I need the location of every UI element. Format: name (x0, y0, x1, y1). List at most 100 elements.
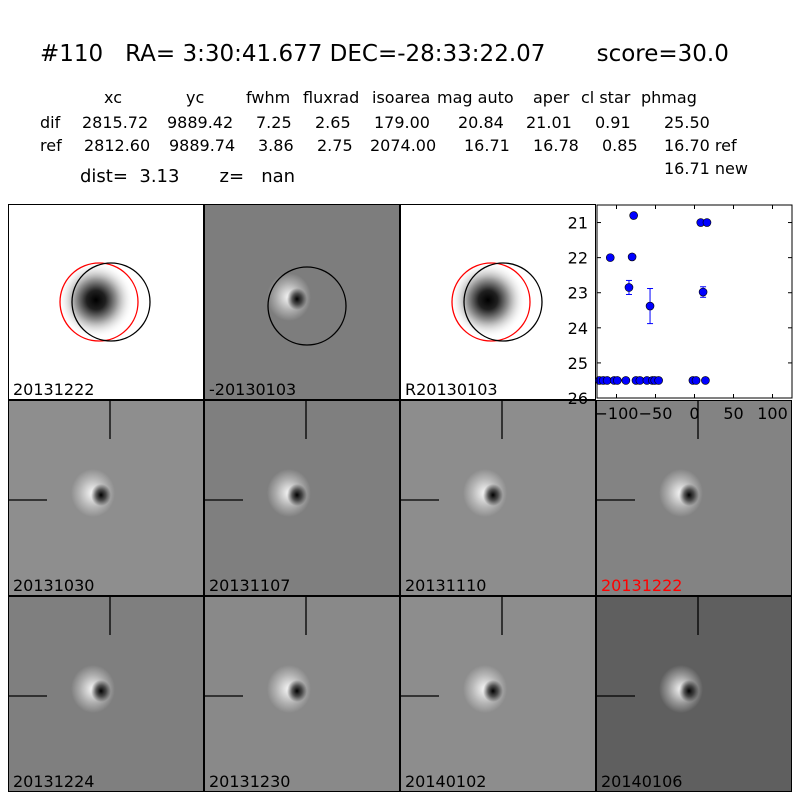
cell-cl-star: 0.91 (595, 113, 631, 132)
cell-phmag: 25.50 (664, 113, 710, 132)
data-point (612, 376, 622, 385)
dipole-negative (287, 680, 307, 702)
panel-image (450, 262, 543, 342)
dipole-negative (679, 484, 699, 506)
panel-image (267, 266, 347, 346)
cell-yc: 9889.42 (167, 113, 234, 132)
cell-fwhm: 7.25 (256, 113, 292, 132)
data-point (642, 376, 652, 385)
image-panel: 20140102 (400, 596, 596, 792)
panel-date-label: 20140106 (601, 772, 683, 791)
col-header-fwhm: fwhm (246, 88, 291, 107)
dipole-negative (91, 484, 111, 506)
cell-cl-star: 0.85 (602, 136, 638, 155)
cell-mag-auto: 20.84 (458, 113, 504, 132)
cell-isoarea: 2074.00 (370, 136, 437, 155)
col-header-aper: aper (533, 88, 570, 107)
dipole-negative (287, 484, 307, 506)
col-header-xc: xc (104, 88, 122, 107)
panel-date-label: -20130103 (209, 380, 297, 399)
data-point (595, 376, 604, 385)
page-title: #110 RA= 3:30:41.677 DEC=-28:33:22.07 sc… (40, 41, 729, 67)
cell-xc: 2815.72 (82, 113, 149, 132)
row-label: dif (40, 113, 61, 132)
image-panel: -20130103 (204, 204, 400, 400)
data-point (627, 252, 637, 262)
cell-xc: 2812.60 (84, 136, 151, 155)
data-point (609, 376, 619, 385)
data-point (629, 211, 638, 220)
phmag-new: 16.71 new (664, 159, 748, 178)
data-point (688, 376, 698, 385)
panel-image (205, 401, 311, 517)
data-point (701, 376, 710, 385)
col-header-fluxrad: fluxrad (303, 88, 360, 107)
star-image (450, 262, 526, 338)
data-point (631, 376, 641, 385)
panel-date-label: 20131224 (13, 772, 95, 791)
dipole-negative (287, 288, 307, 310)
data-point (648, 376, 657, 385)
cell-fluxrad: 2.65 (315, 113, 351, 132)
image-panel: 20131110 (400, 400, 596, 596)
col-header-yc: yc (186, 88, 205, 107)
image-panel: R20130103 (400, 204, 596, 400)
cell-mag-auto: 16.71 (464, 136, 510, 155)
panel-date-label: 20131230 (209, 772, 291, 791)
image-panel: 20131224 (8, 596, 204, 792)
panel-date-label: 20131030 (13, 576, 95, 595)
panel-image (205, 597, 311, 713)
panel-image (9, 597, 115, 713)
col-header-phmag: phmag (641, 88, 697, 107)
image-panel: 20131107 (204, 400, 400, 596)
row-label: ref (40, 136, 62, 155)
panel-image (9, 401, 115, 517)
data-point (624, 283, 634, 292)
col-header-isoarea: isoarea (372, 88, 431, 107)
panel-image (597, 401, 703, 517)
dist-z-line: dist= 3.13 z= nan (80, 166, 296, 187)
black-circle (267, 266, 347, 346)
data-point (702, 218, 712, 227)
image-panel: 20131030 (8, 400, 204, 596)
panel-date-label: 20131107 (209, 576, 291, 595)
col-header-mag-auto: mag auto (437, 88, 514, 107)
panel-date-label: 20131110 (405, 576, 487, 595)
cell-phmag: 16.70 ref (664, 136, 737, 155)
panel-image (401, 597, 507, 713)
panel-date-label: 20140102 (405, 772, 487, 791)
black-circle (71, 262, 151, 342)
data-point (598, 376, 608, 385)
panel-image (401, 401, 507, 517)
red-circle (59, 262, 139, 342)
image-panel: 20140106 (596, 596, 792, 792)
cell-yc: 9889.74 (169, 136, 236, 155)
plot-area (597, 205, 792, 398)
data-point (621, 376, 631, 385)
data-point (691, 376, 701, 385)
star-image (58, 262, 134, 338)
data-point (650, 376, 660, 385)
data-point (602, 376, 612, 385)
cell-aper: 16.78 (533, 136, 579, 155)
red-circle (451, 262, 531, 342)
data-point (696, 218, 706, 227)
panel-date-label: 20131222 (601, 576, 683, 595)
panel-image (597, 597, 703, 713)
data-point (698, 287, 708, 297)
image-panel: 20131222 (8, 204, 204, 400)
cell-fwhm: 3.86 (258, 136, 294, 155)
panel-date-label: 20131222 (13, 380, 95, 399)
dipole-negative (679, 680, 699, 702)
dipole-negative (483, 484, 503, 506)
dipole-negative (483, 680, 503, 702)
plot-frame (596, 204, 793, 399)
dipole-negative (91, 680, 111, 702)
cell-fluxrad: 2.75 (317, 136, 353, 155)
black-circle (463, 262, 543, 342)
panel-image (58, 262, 151, 342)
panel-date-label: R20130103 (405, 380, 498, 399)
cell-isoarea: 179.00 (374, 113, 430, 132)
data-point (654, 376, 663, 385)
data-point (605, 253, 615, 262)
